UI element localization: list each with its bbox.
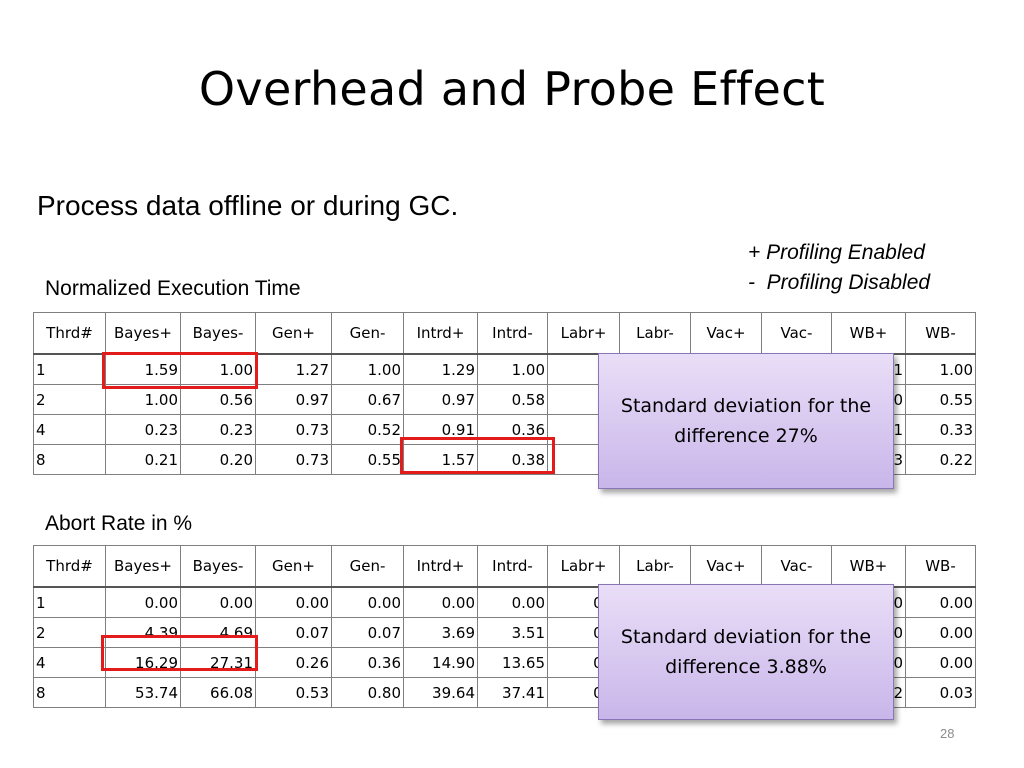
value-cell: 1.00: [105, 384, 181, 415]
highlight-bayes-thread4: [101, 635, 258, 671]
value-cell: 0.00: [477, 586, 548, 618]
thread-count-cell: 4: [33, 414, 106, 445]
column-header: Vac+: [690, 545, 762, 588]
value-cell: 0.33: [905, 414, 976, 445]
thread-count-cell: 1: [33, 353, 106, 385]
value-cell: 1.27: [255, 353, 332, 385]
value-cell: 0.00: [905, 617, 976, 648]
value-cell: 0.20: [180, 444, 256, 475]
value-cell: 53.74: [105, 677, 181, 708]
column-header: Gen+: [255, 312, 332, 355]
column-header: Gen-: [331, 312, 404, 355]
value-cell: 0.07: [331, 617, 404, 648]
column-header: Labr-: [619, 545, 691, 588]
table2-label: Abort Rate in %: [45, 512, 193, 535]
thread-count-cell: 4: [33, 647, 106, 678]
value-cell: 0.52: [331, 414, 404, 445]
value-cell: 0.53: [255, 677, 332, 708]
value-cell: 0.97: [403, 384, 478, 415]
column-header: Bayes-: [180, 312, 256, 355]
column-header: Labr-: [619, 312, 691, 355]
column-header: WB-: [905, 545, 976, 588]
value-cell: 0.00: [180, 586, 256, 618]
legend-disabled: - Profiling Disabled: [748, 271, 931, 294]
value-cell: 0.73: [255, 444, 332, 475]
value-cell: 3.51: [477, 617, 548, 648]
value-cell: 0.80: [331, 677, 404, 708]
thread-count-cell: 2: [33, 384, 106, 415]
column-header: Thrd#: [33, 312, 106, 355]
column-header: Vac+: [690, 312, 762, 355]
page-number: 28: [940, 726, 955, 741]
callout-std-dev-abort: Standard deviation for the difference 3.…: [598, 584, 894, 720]
value-cell: 0.67: [331, 384, 404, 415]
column-header: Labr+: [547, 545, 620, 588]
value-cell: 0.03: [905, 677, 976, 708]
thread-count-cell: 8: [33, 677, 106, 708]
value-cell: 39.64: [403, 677, 478, 708]
value-cell: 0.58: [477, 384, 548, 415]
header-row: Thrd# Bayes+ Bayes- Gen+ Gen- Intrd+ Intrd- Lab…: [33, 545, 976, 588]
thread-count-cell: 2: [33, 617, 106, 648]
column-header: Thrd#: [33, 545, 106, 588]
value-cell: 16.29: [105, 647, 181, 678]
thread-count-cell: 1: [33, 586, 106, 618]
value-cell: 13.65: [477, 647, 548, 678]
callout-std-dev-execution: Standard deviation for the difference 27…: [598, 353, 894, 489]
value-cell: 0.36: [331, 647, 404, 678]
legend: + Profiling Enabled - Profiling Disabled: [748, 238, 930, 298]
column-header: Intrd-: [477, 312, 548, 355]
value-cell: 66.08: [180, 677, 256, 708]
value-cell: 0.23: [105, 414, 181, 445]
value-cell: 14.90: [403, 647, 478, 678]
column-header: Labr+: [547, 312, 620, 355]
value-cell: 0.00: [105, 586, 181, 618]
value-cell: 0.56: [180, 384, 256, 415]
value-cell: 0.00: [255, 586, 332, 618]
thread-count-cell: 8: [33, 444, 106, 475]
value-cell: 0.00: [905, 647, 976, 678]
value-cell: 37.41: [477, 677, 548, 708]
highlight-bayes-thread1: [102, 352, 258, 389]
value-cell: 3.69: [403, 617, 478, 648]
value-cell: 1.00: [477, 353, 548, 385]
legend-enabled: + Profiling Enabled: [748, 241, 925, 264]
column-header: Intrd-: [477, 545, 548, 588]
value-cell: 0.00: [905, 586, 976, 618]
value-cell: 0.22: [905, 444, 976, 475]
column-header: WB+: [831, 312, 906, 355]
value-cell: 1.00: [331, 353, 404, 385]
value-cell: 0.38: [477, 444, 548, 475]
table1-label: Normalized Execution Time: [45, 277, 301, 300]
value-cell: 0.26: [255, 647, 332, 678]
value-cell: 0.73: [255, 414, 332, 445]
highlight-intrd-thread8: [400, 437, 555, 474]
header-row: Thrd# Bayes+ Bayes- Gen+ Gen- Intrd+ Intrd- Lab…: [33, 312, 976, 355]
value-cell: 1.29: [403, 353, 478, 385]
value-cell: 0.55: [331, 444, 404, 475]
value-cell: 0.07: [255, 617, 332, 648]
value-cell: 1.00: [905, 353, 976, 385]
column-header: Intrd+: [403, 545, 478, 588]
column-header: Bayes+: [105, 312, 181, 355]
column-header: Vac-: [761, 545, 832, 588]
column-header: WB+: [831, 545, 906, 588]
value-cell: 0.21: [105, 444, 181, 475]
column-header: Intrd+: [403, 312, 478, 355]
column-header: Bayes+: [105, 545, 181, 588]
value-cell: 0.55: [905, 384, 976, 415]
column-header: Gen-: [331, 545, 404, 588]
column-header: Gen+: [255, 545, 332, 588]
value-cell: 0.00: [331, 586, 404, 618]
value-cell: 4.69: [180, 617, 256, 648]
column-header: WB-: [905, 312, 976, 355]
column-header: Bayes-: [180, 545, 256, 588]
slide-subtitle: Process data offline or during GC.: [37, 190, 459, 221]
slide-title: Overhead and Probe Effect: [198, 62, 826, 116]
value-cell: 0.97: [255, 384, 332, 415]
value-cell: 0.23: [180, 414, 256, 445]
column-header: Vac-: [761, 312, 832, 355]
value-cell: 0.00: [403, 586, 478, 618]
